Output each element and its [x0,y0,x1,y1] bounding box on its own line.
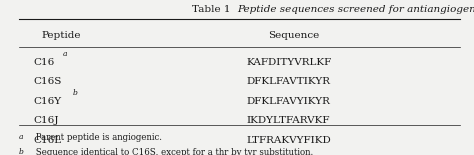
Text: Sequence: Sequence [268,31,319,40]
Text: C16J: C16J [33,116,59,125]
Text: Sequence identical to C16S, except for a thr by tyr substitution.: Sequence identical to C16S, except for a… [33,148,313,155]
Text: Parent peptide is angiogenic.: Parent peptide is angiogenic. [33,133,162,142]
Text: C16Y: C16Y [33,97,61,106]
Text: a: a [63,50,67,58]
Text: DFKLFAVYIKYR: DFKLFAVYIKYR [246,97,330,106]
Text: C16L: C16L [33,136,61,145]
Text: Table 1: Table 1 [192,5,237,14]
Text: Peptide: Peptide [42,31,82,40]
Text: C16S: C16S [33,78,62,86]
Text: Peptide sequences screened for antiangiogenic activity: Peptide sequences screened for antiangio… [237,5,474,14]
Text: IKDYLTFARVKF: IKDYLTFARVKF [246,116,330,125]
Text: a: a [19,133,23,141]
Text: b: b [73,89,78,97]
Text: DFKLFAVTIKYR: DFKLFAVTIKYR [246,78,330,86]
Text: LTFRAKVYFIKD: LTFRAKVYFIKD [246,136,331,145]
Text: KAFDITYVRLKF: KAFDITYVRLKF [246,58,332,67]
Text: b: b [19,148,24,155]
Text: C16: C16 [33,58,55,67]
